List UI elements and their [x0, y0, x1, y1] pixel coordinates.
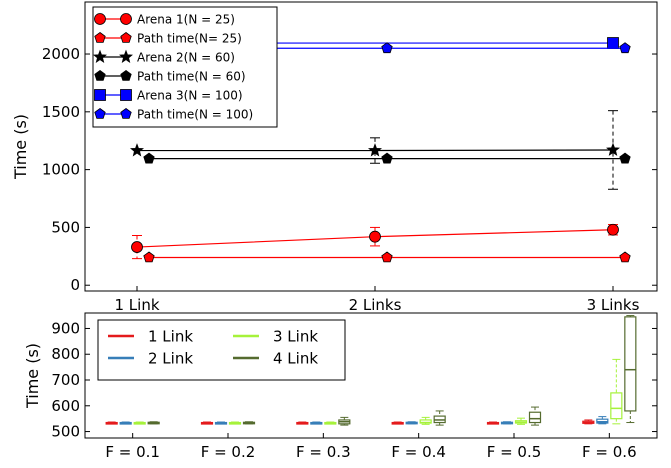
- box-plot: [105, 421, 118, 425]
- box-plot: [433, 410, 446, 426]
- legend-marker: [120, 70, 132, 81]
- legend-label: 1 Link: [148, 328, 193, 346]
- x-tick-label: F = 0.2: [201, 443, 256, 461]
- box-plot: [338, 416, 351, 426]
- box-plot: [391, 421, 404, 425]
- legend-frame: [92, 6, 278, 128]
- box-plot: [324, 421, 337, 425]
- box: [624, 316, 637, 412]
- x-tick-label: 2 Links: [349, 296, 402, 314]
- plot-frame: [84, 1, 658, 292]
- legend-label: Path time(N= 25): [137, 32, 242, 46]
- legend-marker: [120, 32, 132, 43]
- box: [610, 392, 623, 420]
- y-tick-label: 500: [51, 218, 80, 236]
- legend-marker: [94, 32, 106, 43]
- data-point: [381, 152, 393, 164]
- data-point: [143, 251, 155, 263]
- legend-marker: [119, 49, 133, 63]
- bottom-chart: 500 600 700 800 900 F = 0.1 F = 0.2 F = 0.3 F = …: [23, 312, 658, 461]
- box-plot: [486, 421, 500, 425]
- x-tick-label: F = 0.6: [582, 443, 637, 461]
- x-tick-label: 1 Link: [114, 296, 159, 314]
- legend-marker: [94, 89, 106, 101]
- legend-frame: [97, 319, 346, 381]
- legend-marker: [120, 13, 132, 25]
- y-axis-label: Time (s): [11, 114, 30, 180]
- data-point: [130, 143, 144, 157]
- legend-label: Arena 3(N = 100): [137, 89, 243, 103]
- legend-label: Path time(N = 60): [137, 70, 246, 84]
- y-tick-label: 0: [70, 276, 80, 294]
- box-plot: [528, 406, 542, 426]
- data-point: [607, 223, 619, 236]
- y-axis-label: Time (s): [23, 343, 42, 409]
- box-plot: [296, 421, 309, 425]
- box-plot: [228, 421, 242, 425]
- box-plot: [610, 358, 623, 425]
- box-plot: [419, 416, 432, 425]
- y-tick-label: 800: [51, 345, 80, 363]
- y-tick-label: 900: [51, 319, 80, 337]
- legend-marker: [120, 89, 132, 101]
- box-plot: [310, 421, 323, 425]
- top-chart: 0 500 1000 1500 2000 1 Link 2 Links 3 Links Time…: [11, 1, 658, 314]
- box-plot: [242, 421, 256, 425]
- legend-marker: [94, 108, 106, 119]
- legend-marker: [120, 108, 132, 119]
- box-plot: [147, 421, 160, 425]
- x-tick-label: F = 0.3: [296, 443, 351, 461]
- data-point: [619, 42, 631, 54]
- box-plot: [624, 315, 637, 424]
- data-point: [381, 42, 393, 54]
- box: [528, 411, 542, 424]
- legend-label: Arena 2(N = 60): [137, 51, 235, 65]
- data-point: [143, 152, 155, 164]
- y-tick-label: 1000: [42, 161, 80, 179]
- y-tick-label: 500: [51, 423, 80, 441]
- box-plot: [500, 421, 514, 425]
- box-plot: [200, 421, 214, 425]
- box-plot: [514, 417, 528, 425]
- legend-marker: [94, 13, 106, 25]
- box-plot: [582, 419, 595, 425]
- data-point: [619, 251, 631, 263]
- box-plot: [596, 416, 609, 425]
- x-tick-label: F = 0.1: [105, 443, 160, 461]
- legend-marker: [94, 70, 106, 81]
- legend-label: Path time(N = 100): [137, 108, 253, 122]
- y-tick-label: 700: [51, 371, 80, 389]
- data-point: [606, 142, 620, 156]
- legend-marker: [93, 49, 107, 63]
- x-tick-label: F = 0.4: [391, 443, 446, 461]
- data-point: [131, 241, 143, 253]
- data-point: [368, 143, 382, 157]
- legend: Arena 1(N = 25) Path time(N= 25) Arena 2(N…: [92, 6, 278, 128]
- legend-label: Arena 1(N = 25): [137, 13, 235, 27]
- box-plot: [214, 421, 228, 425]
- legend-label: 2 Link: [148, 350, 193, 368]
- x-tick-label: 3 Links: [587, 296, 640, 314]
- data-point: [381, 251, 393, 263]
- legend: 1 Link 2 Link 3 Link 4 Link: [97, 319, 346, 381]
- box-plot: [405, 421, 418, 425]
- legend-label: 3 Link: [273, 328, 318, 346]
- plot-frame: [84, 312, 658, 439]
- y-tick-label: 2000: [42, 45, 80, 63]
- box-plot: [119, 421, 132, 425]
- y-tick-label: 600: [51, 397, 80, 415]
- legend-label: 4 Link: [273, 350, 318, 368]
- box-plot: [133, 421, 146, 425]
- y-tick-label: 1500: [42, 103, 80, 121]
- data-point: [607, 37, 619, 49]
- data-point: [369, 230, 381, 243]
- data-point: [619, 152, 631, 164]
- x-tick-label: F = 0.5: [487, 443, 542, 461]
